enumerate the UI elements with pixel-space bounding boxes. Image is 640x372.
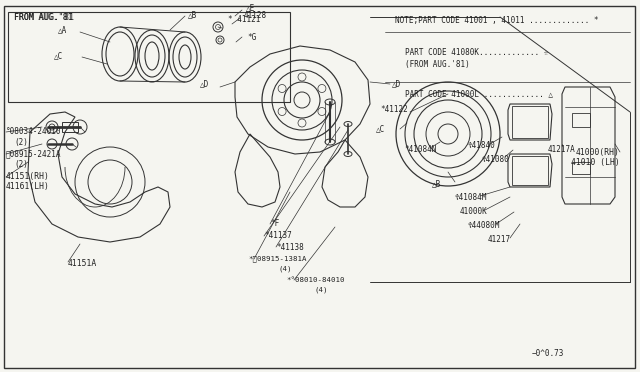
Text: *G: *G [247,32,256,42]
Text: *ⓜ08915-1381A: *ⓜ08915-1381A [248,256,307,262]
Text: 41000(RH): 41000(RH) [576,148,620,157]
Bar [512,156,548,185]
Text: FROM AUG.'81: FROM AUG.'81 [14,13,72,22]
Text: 41000K: 41000K [460,208,488,217]
Text: 41151A: 41151A [68,260,97,269]
Text: 41217: 41217 [488,235,511,244]
Text: *°08010-84010: *°08010-84010 [286,277,344,283]
Text: ☦41840: ☦41840 [468,141,496,151]
Text: *41138: *41138 [276,243,304,251]
Text: FROM AUG.'81: FROM AUG.'81 [14,13,74,22]
Text: −0^0.73: −0^0.73 [532,350,564,359]
Text: °08034-24010: °08034-24010 [6,128,61,137]
Text: (FROM AUG.'81): (FROM AUG.'81) [405,60,470,68]
Text: 41151(RH): 41151(RH) [6,173,50,182]
Text: △C: △C [54,51,63,61]
Text: PART CODE 41000L ............. △: PART CODE 41000L ............. △ [405,90,553,99]
Text: ⓜ08915-2421A: ⓜ08915-2421A [6,150,61,158]
Text: * 41121: * 41121 [228,16,260,25]
Text: PART CODE 41080K............. ☆: PART CODE 41080K............. ☆ [405,48,548,57]
Bar [572,113,590,127]
Bar [572,162,590,174]
Text: △B: △B [188,10,197,19]
Bar [512,106,548,138]
Text: ☦44080M: ☦44080M [468,221,500,231]
Text: △E: △E [246,3,255,13]
Bar [62,122,78,132]
Text: (2): (2) [14,138,28,147]
Bar [8,12,290,102]
Text: *F: *F [270,219,279,228]
Text: (4): (4) [314,287,328,293]
Text: 41217A: 41217A [548,145,576,154]
Text: △D: △D [392,80,401,89]
Text: 41161(LH): 41161(LH) [6,183,50,192]
Text: ☦41080: ☦41080 [482,154,509,164]
Text: *41122: *41122 [380,106,408,115]
Text: △A: △A [58,26,67,35]
Text: *41084N: *41084N [404,145,436,154]
Text: △B: △B [432,180,441,189]
Text: △D: △D [200,80,209,89]
Text: (4): (4) [278,266,291,272]
Text: ☦41084M: ☦41084M [455,193,488,202]
Text: △C: △C [376,125,385,134]
Text: 41010 (LH): 41010 (LH) [572,157,620,167]
Text: (2): (2) [14,160,28,169]
Text: *41137: *41137 [264,231,292,241]
Text: NOTE;PART CODE 41001 , 41011 ............. *: NOTE;PART CODE 41001 , 41011 ...........… [395,16,598,25]
Text: 41128: 41128 [244,10,267,19]
